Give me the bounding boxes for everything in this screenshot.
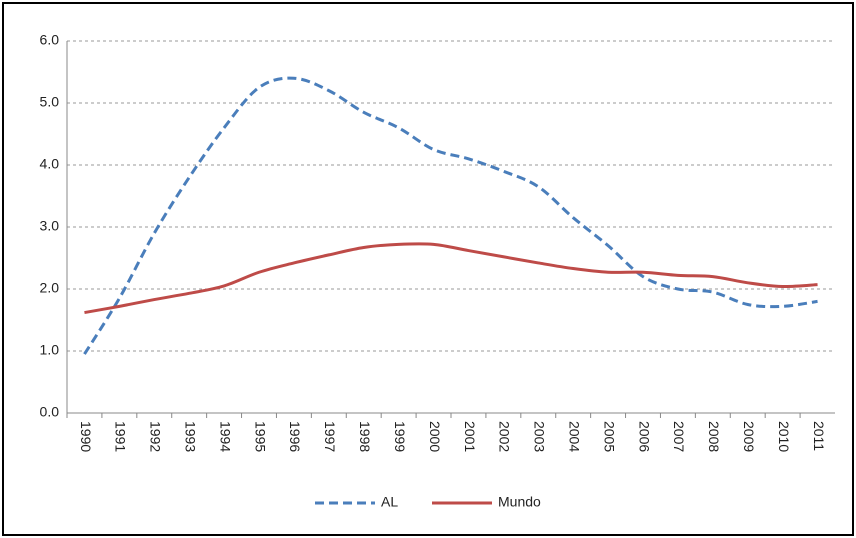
x-tick-label: 1992 [148, 421, 164, 452]
y-tick-label: 6.0 [40, 32, 60, 48]
y-tick-label: 5.0 [40, 94, 60, 110]
x-tick-label: 1990 [78, 421, 94, 452]
x-tick-label: 1993 [182, 421, 198, 452]
legend-label: Mundo [498, 494, 541, 510]
y-tick-label: 0.0 [40, 404, 60, 420]
x-tick-label: 2009 [741, 421, 757, 452]
y-tick-label: 1.0 [40, 342, 60, 358]
x-tick-label: 1998 [357, 421, 373, 452]
series-line [83, 76, 818, 355]
x-tick-label: 1994 [217, 421, 233, 452]
x-tick-label: 2011 [811, 421, 827, 451]
x-tick-label: 2010 [776, 421, 792, 452]
x-tick-label: 2006 [636, 421, 652, 452]
x-tick-label: 2000 [427, 421, 443, 452]
legend-label: AL [381, 494, 398, 510]
y-tick-label: 2.0 [40, 280, 60, 296]
x-tick-label: 2008 [706, 421, 722, 452]
x-tick-label: 2007 [671, 421, 687, 452]
y-tick-label: 4.0 [40, 156, 60, 172]
x-tick-label: 2001 [462, 421, 478, 452]
x-tick-label: 1999 [392, 421, 408, 452]
x-tick-label: 1991 [113, 421, 129, 452]
x-tick-label: 2003 [532, 421, 548, 452]
series-line [84, 242, 818, 315]
x-tick-label: 1997 [322, 421, 338, 452]
x-tick-label: 2005 [601, 421, 617, 452]
x-tick-label: 2002 [497, 421, 513, 452]
x-tick-label: 1995 [252, 421, 268, 452]
y-tick-label: 3.0 [40, 218, 60, 234]
x-tick-label: 2004 [566, 421, 582, 452]
x-tick-label: 1996 [287, 421, 303, 452]
